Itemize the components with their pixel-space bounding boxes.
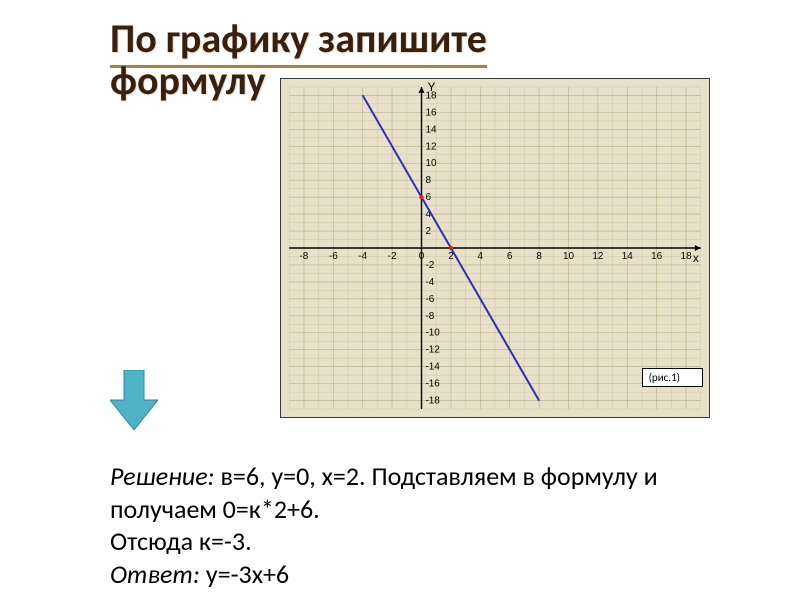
chart-svg: xY-8-6-4-202468101214161818161412108642-… — [281, 79, 709, 417]
svg-text:-16: -16 — [425, 379, 440, 390]
svg-text:2: 2 — [425, 226, 431, 237]
svg-text:0: 0 — [419, 251, 425, 262]
svg-text:10: 10 — [563, 251, 575, 262]
slide: По графику запишите формулу xY-8-6-4-202… — [0, 0, 800, 600]
svg-text:8: 8 — [425, 175, 431, 186]
figure-caption: (рис.1) — [642, 368, 703, 387]
svg-text:-6: -6 — [425, 294, 434, 305]
svg-text:6: 6 — [507, 251, 513, 262]
svg-text:-4: -4 — [358, 251, 367, 262]
svg-text:-18: -18 — [425, 396, 440, 407]
solution-label: Решение: — [110, 460, 215, 492]
answer-label: Ответ: — [110, 558, 200, 590]
svg-text:-2: -2 — [388, 251, 397, 262]
svg-text:12: 12 — [425, 141, 437, 152]
svg-text:8: 8 — [536, 251, 542, 262]
svg-text:-2: -2 — [425, 260, 434, 271]
svg-text:12: 12 — [592, 251, 604, 262]
svg-text:18: 18 — [425, 90, 437, 101]
svg-text:-10: -10 — [425, 328, 440, 339]
svg-text:4: 4 — [478, 251, 484, 262]
svg-text:-12: -12 — [425, 345, 440, 356]
answer-body: у=-3х+6 — [200, 558, 289, 590]
solution-text: Решение: в=6, у=0, х=2. Подставляем в фо… — [110, 460, 730, 590]
chart-container: xY-8-6-4-202468101214161818161412108642-… — [280, 78, 710, 418]
down-arrow-icon — [110, 370, 158, 430]
svg-text:-4: -4 — [425, 277, 434, 288]
title-line-2: формулу — [110, 56, 266, 105]
solution-body-2: Отсюда к=-3. — [110, 525, 252, 557]
svg-text:16: 16 — [425, 107, 437, 118]
svg-text:16: 16 — [651, 251, 663, 262]
svg-text:14: 14 — [425, 124, 437, 135]
svg-text:14: 14 — [622, 251, 634, 262]
svg-text:-8: -8 — [299, 251, 308, 262]
svg-text:-6: -6 — [329, 251, 338, 262]
svg-text:x: x — [693, 251, 699, 265]
svg-text:18: 18 — [681, 251, 693, 262]
svg-text:-14: -14 — [425, 362, 440, 373]
svg-text:6: 6 — [425, 192, 431, 203]
svg-text:10: 10 — [425, 158, 437, 169]
svg-text:-8: -8 — [425, 311, 434, 322]
